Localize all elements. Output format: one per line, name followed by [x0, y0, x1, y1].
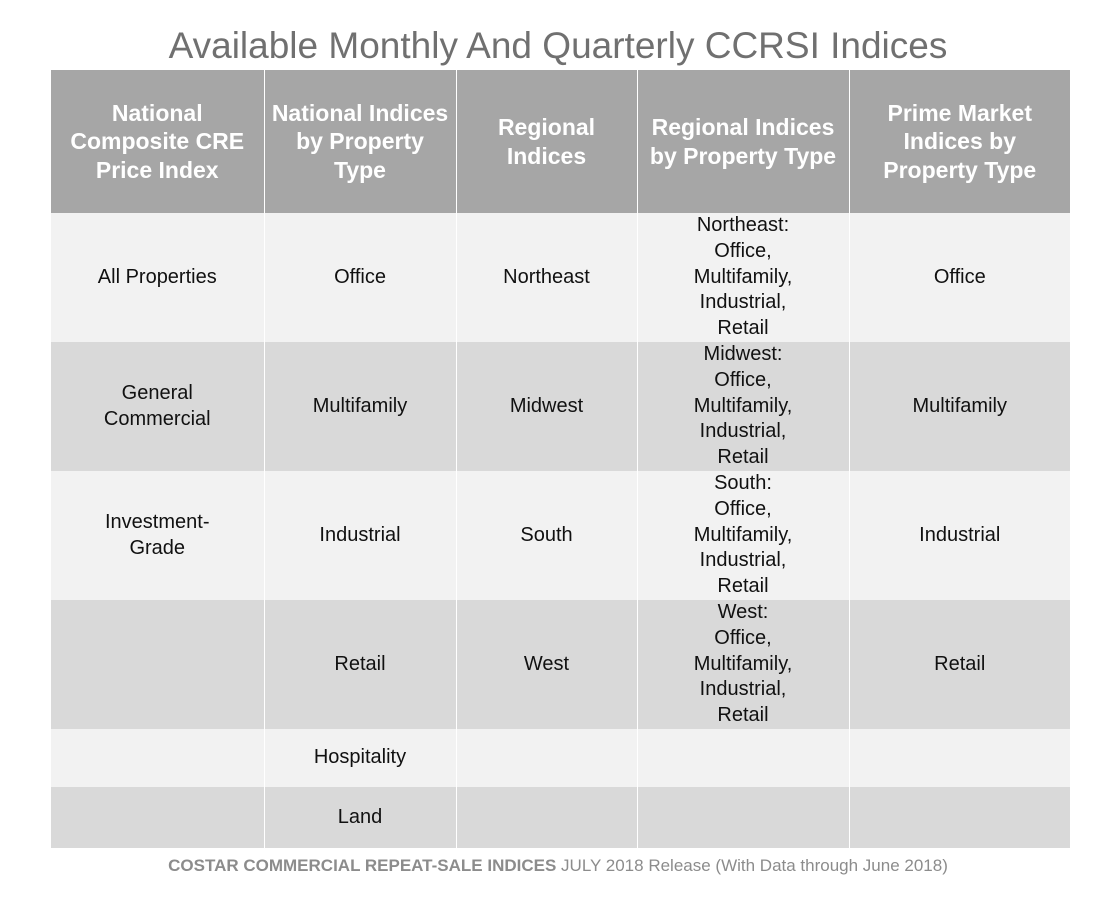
table-cell: Midwest: Office, Multifamily, Industrial…	[636, 342, 850, 471]
table-row: Investment- Grade Industrial South South…	[51, 471, 1070, 600]
table-cell	[848, 787, 1070, 848]
table-cell: Midwest	[455, 342, 638, 471]
table-cell: Office	[848, 213, 1070, 342]
table-cell: West	[455, 600, 638, 729]
table-row: Hospitality	[51, 729, 1070, 787]
table-header-row: National Composite CRE Price Index Natio…	[51, 70, 1070, 213]
table-row: All Properties Office Northeast Northeas…	[51, 213, 1070, 342]
footer-caption: COSTAR COMMERCIAL REPEAT-SALE INDICES JU…	[0, 855, 1116, 877]
table-cell: Land	[263, 787, 457, 848]
table-cell	[848, 729, 1070, 787]
footer-brand: COSTAR COMMERCIAL REPEAT-SALE INDICES	[168, 856, 557, 875]
table-cell	[51, 787, 265, 848]
column-header-national-by-property-type: National Indices by Property Type	[263, 70, 457, 213]
table-cell: All Properties	[51, 213, 265, 342]
table-cell: Multifamily	[848, 342, 1070, 471]
column-header-national-composite: National Composite CRE Price Index	[51, 70, 265, 213]
table-row: General Commercial Multifamily Midwest M…	[51, 342, 1070, 471]
column-header-regional: Regional Indices	[455, 70, 638, 213]
column-header-prime-market: Prime Market Indices by Property Type	[848, 70, 1070, 213]
table-cell: Office	[263, 213, 457, 342]
table-cell: Industrial	[263, 471, 457, 600]
table-cell: South	[455, 471, 638, 600]
table-cell: Multifamily	[263, 342, 457, 471]
table-cell: South: Office, Multifamily, Industrial, …	[636, 471, 850, 600]
table-cell: Investment- Grade	[51, 471, 265, 600]
table-row: Retail West West: Office, Multifamily, I…	[51, 600, 1070, 729]
table-cell	[636, 787, 850, 848]
table-cell: West: Office, Multifamily, Industrial, R…	[636, 600, 850, 729]
table-cell: Retail	[263, 600, 457, 729]
indices-table: National Composite CRE Price Index Natio…	[51, 70, 1070, 848]
table-row: Land	[51, 787, 1070, 848]
table-cell: Northeast: Office, Multifamily, Industri…	[636, 213, 850, 342]
page-title: Available Monthly And Quarterly CCRSI In…	[168, 25, 948, 66]
table-cell	[51, 600, 265, 729]
table-cell	[51, 729, 265, 787]
table-cell: Northeast	[455, 213, 638, 342]
table-cell: Hospitality	[263, 729, 457, 787]
table-cell	[455, 729, 638, 787]
table-cell	[636, 729, 850, 787]
table-cell	[455, 787, 638, 848]
table-cell: Retail	[848, 600, 1070, 729]
table-cell: General Commercial	[51, 342, 265, 471]
column-header-regional-by-property-type: Regional Indices by Property Type	[636, 70, 850, 213]
footer-release: JULY 2018 Release (With Data through Jun…	[561, 856, 948, 875]
table-cell: Industrial	[848, 471, 1070, 600]
